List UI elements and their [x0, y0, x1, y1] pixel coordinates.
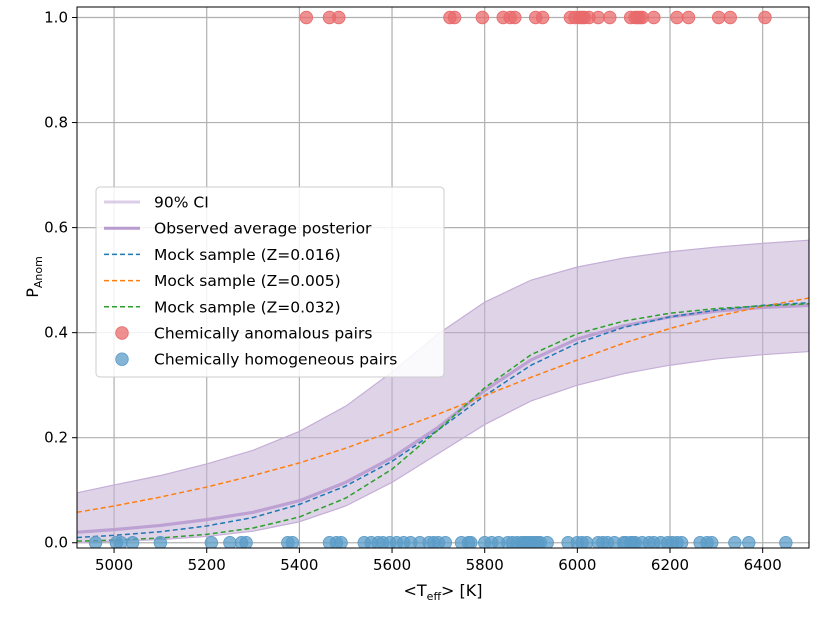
- homogeneous-pair-point: [153, 536, 168, 548]
- legend-label: Chemically anomalous pairs: [154, 325, 372, 343]
- plot-frame: [76, 6, 810, 549]
- legend-homogeneous: Chemically homogeneous pairs: [115, 351, 397, 369]
- x-tick-label: 5800: [466, 556, 504, 574]
- y-tick-label: 0.8: [44, 114, 68, 132]
- y-tick-label: 0.2: [44, 429, 68, 447]
- anomalous-pair-point: [508, 10, 522, 25]
- legend-label: Chemically homogeneous pairs: [154, 351, 397, 369]
- y-tick-label: 1.0: [44, 9, 68, 27]
- anomalous-pair-point: [681, 10, 696, 25]
- legend-mock-z016: Mock sample (Z=0.016): [104, 246, 341, 264]
- homogeneous-pair-point: [674, 536, 689, 548]
- tick-layer: 5000 5200 5400 5600 5800 6000 6200 6400 0.0 0.2 0.…: [44, 9, 782, 574]
- legend-box: [95, 186, 445, 378]
- legend-label: Mock sample (Z=0.005): [154, 272, 341, 290]
- mock-z016-line: [77, 301, 809, 539]
- anomalous-pair-point: [603, 10, 617, 25]
- homogeneous-pair-point: [334, 536, 348, 548]
- homogeneous-pair-point: [125, 536, 140, 548]
- homogeneous-pair-point: [88, 536, 103, 548]
- homogeneous-pair-point: [742, 536, 756, 548]
- point-layer: [88, 10, 793, 548]
- x-tick-label: 5000: [95, 556, 133, 574]
- homogeneous-pair-point: [728, 536, 742, 548]
- legend-observed: Observed average posterior: [104, 220, 372, 238]
- mock-z032-line: [77, 303, 809, 542]
- homogeneous-pair-point: [438, 536, 453, 548]
- homogeneous-pair-point: [705, 536, 719, 548]
- x-tick-label: 5600: [373, 556, 411, 574]
- anomalous-pair-point: [332, 10, 346, 25]
- legend-label: Observed average posterior: [154, 220, 372, 238]
- homogeneous-pair-point: [779, 536, 793, 548]
- legend-mock-z005: Mock sample (Z=0.005): [104, 272, 341, 290]
- y-tick-label: 0.0: [44, 534, 68, 552]
- ci-band: [77, 239, 809, 544]
- y-tick-label: 0.4: [44, 324, 68, 342]
- homogeneous-pair-point: [579, 536, 594, 548]
- y-axis-label: PAnom: [23, 256, 45, 298]
- line-layer: [77, 297, 809, 542]
- homogeneous-pair-point: [204, 536, 219, 548]
- legend-label: 90% CI: [154, 194, 209, 212]
- homogeneous-pair-point: [285, 536, 300, 548]
- legend-anomalous: Chemically anomalous pairs: [115, 325, 372, 343]
- homogeneous-pair-point: [464, 536, 478, 548]
- x-tick-label: 6000: [558, 556, 596, 574]
- homogeneous-pair-point: [223, 536, 237, 548]
- x-axis-label-sub: eff: [427, 590, 442, 603]
- anomalous-pair-point: [647, 10, 661, 25]
- homogeneous-pair-point: [540, 536, 554, 548]
- x-tick-label: 5200: [188, 556, 226, 574]
- legend-marker-swatch: [115, 326, 129, 340]
- homogeneous-pair-point: [114, 536, 128, 548]
- legend-mock-z032: Mock sample (Z=0.032): [104, 298, 341, 316]
- anomalous-pair-point: [591, 10, 605, 25]
- anomalous-pair-point: [535, 10, 550, 25]
- y-axis-label-main: P: [23, 288, 42, 298]
- x-axis-label-main: <T: [403, 581, 426, 600]
- x-tick-label: 6200: [651, 556, 689, 574]
- anomalous-pair-point: [723, 10, 737, 25]
- anomalous-pair-point: [670, 10, 684, 25]
- anomalous-pair-point: [475, 10, 490, 25]
- mock-z005-line: [77, 297, 809, 514]
- anomalous-pair-point: [711, 10, 726, 25]
- anomalous-pair-point: [635, 10, 649, 25]
- x-tick-label: 6400: [744, 556, 782, 574]
- anomalous-pair-point: [758, 10, 772, 25]
- anomalous-pair-point: [299, 10, 314, 25]
- anomalous-pair-point: [447, 10, 462, 25]
- homogeneous-pair-point: [239, 536, 253, 548]
- y-axis-label-sub: Anom: [32, 256, 45, 288]
- legend-label: Mock sample (Z=0.016): [154, 246, 341, 264]
- y-tick-label: 0.6: [44, 219, 68, 237]
- x-axis-label: <Teff> [K]: [403, 581, 482, 603]
- legend-label: Mock sample (Z=0.032): [154, 298, 341, 316]
- legend-marker-swatch: [115, 352, 129, 366]
- legend-ci: 90% CI: [104, 194, 209, 212]
- legend: 90% CI Observed average posterior Mock sam…: [95, 186, 445, 378]
- x-axis-label-post: > [K]: [441, 581, 482, 600]
- x-tick-label: 5400: [280, 556, 318, 574]
- ci-band-layer: [77, 239, 809, 544]
